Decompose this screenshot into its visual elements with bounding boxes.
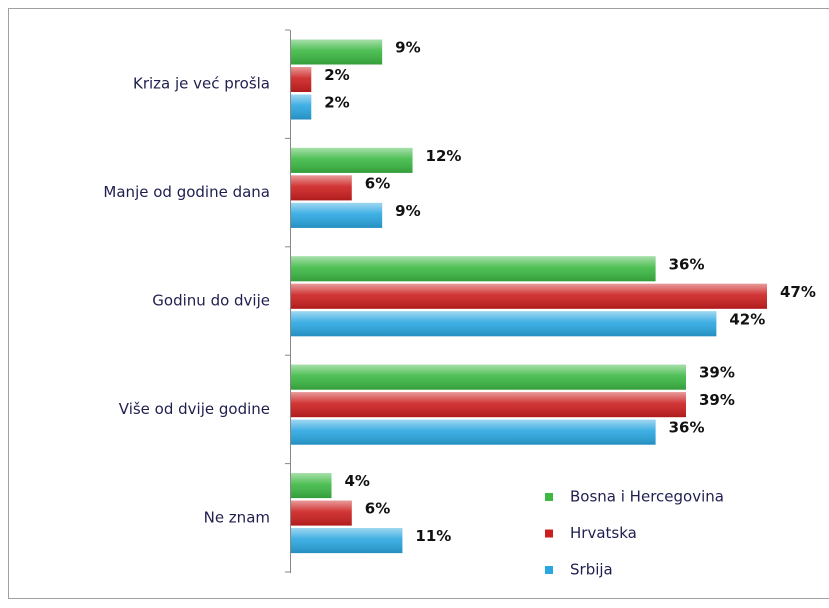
value-label: 42% <box>729 310 765 328</box>
bar-shine <box>291 528 403 554</box>
legend-swatch <box>545 566 553 574</box>
bar-shine <box>291 419 656 445</box>
value-label: 2% <box>324 66 349 84</box>
category-label: Više od dvije godine <box>119 400 270 418</box>
bar-shine <box>291 94 312 120</box>
bar-shine <box>291 392 686 418</box>
value-label: 36% <box>669 255 705 273</box>
category-label: Ne znam <box>204 508 270 526</box>
legend-label: Hrvatska <box>570 524 637 542</box>
legend-swatch <box>545 529 553 538</box>
bar-shine <box>291 147 413 173</box>
value-label: 2% <box>324 94 349 112</box>
bar-shine <box>291 39 383 65</box>
value-label: 11% <box>415 527 451 545</box>
category-label: Manje od godine dana <box>103 183 270 201</box>
bar-shine <box>291 364 686 390</box>
value-label: 39% <box>699 391 735 409</box>
bar-shine <box>291 500 352 526</box>
value-label: 39% <box>699 364 735 382</box>
bar-shine <box>291 202 383 228</box>
value-label: 47% <box>780 283 816 301</box>
value-label: 36% <box>669 419 705 437</box>
bar-shine <box>291 311 717 337</box>
frame <box>8 8 829 599</box>
value-label: 4% <box>345 472 370 490</box>
legend-swatch <box>545 493 553 501</box>
category-label: Godinu do dvije <box>152 292 270 310</box>
bar-shine <box>291 473 332 499</box>
value-label: 9% <box>395 39 420 57</box>
bar-shine <box>291 283 767 309</box>
value-label: 6% <box>365 500 390 518</box>
bar-shine <box>291 256 656 282</box>
legend-label: Bosna i Hercegovina <box>570 488 724 506</box>
value-label: 6% <box>365 174 390 192</box>
legend-label: Srbija <box>570 561 613 579</box>
value-label: 12% <box>426 147 462 165</box>
category-label: Kriza je već prošla <box>133 75 270 93</box>
value-label: 9% <box>395 202 420 220</box>
bar-shine <box>291 175 352 201</box>
bar-shine <box>291 67 312 92</box>
